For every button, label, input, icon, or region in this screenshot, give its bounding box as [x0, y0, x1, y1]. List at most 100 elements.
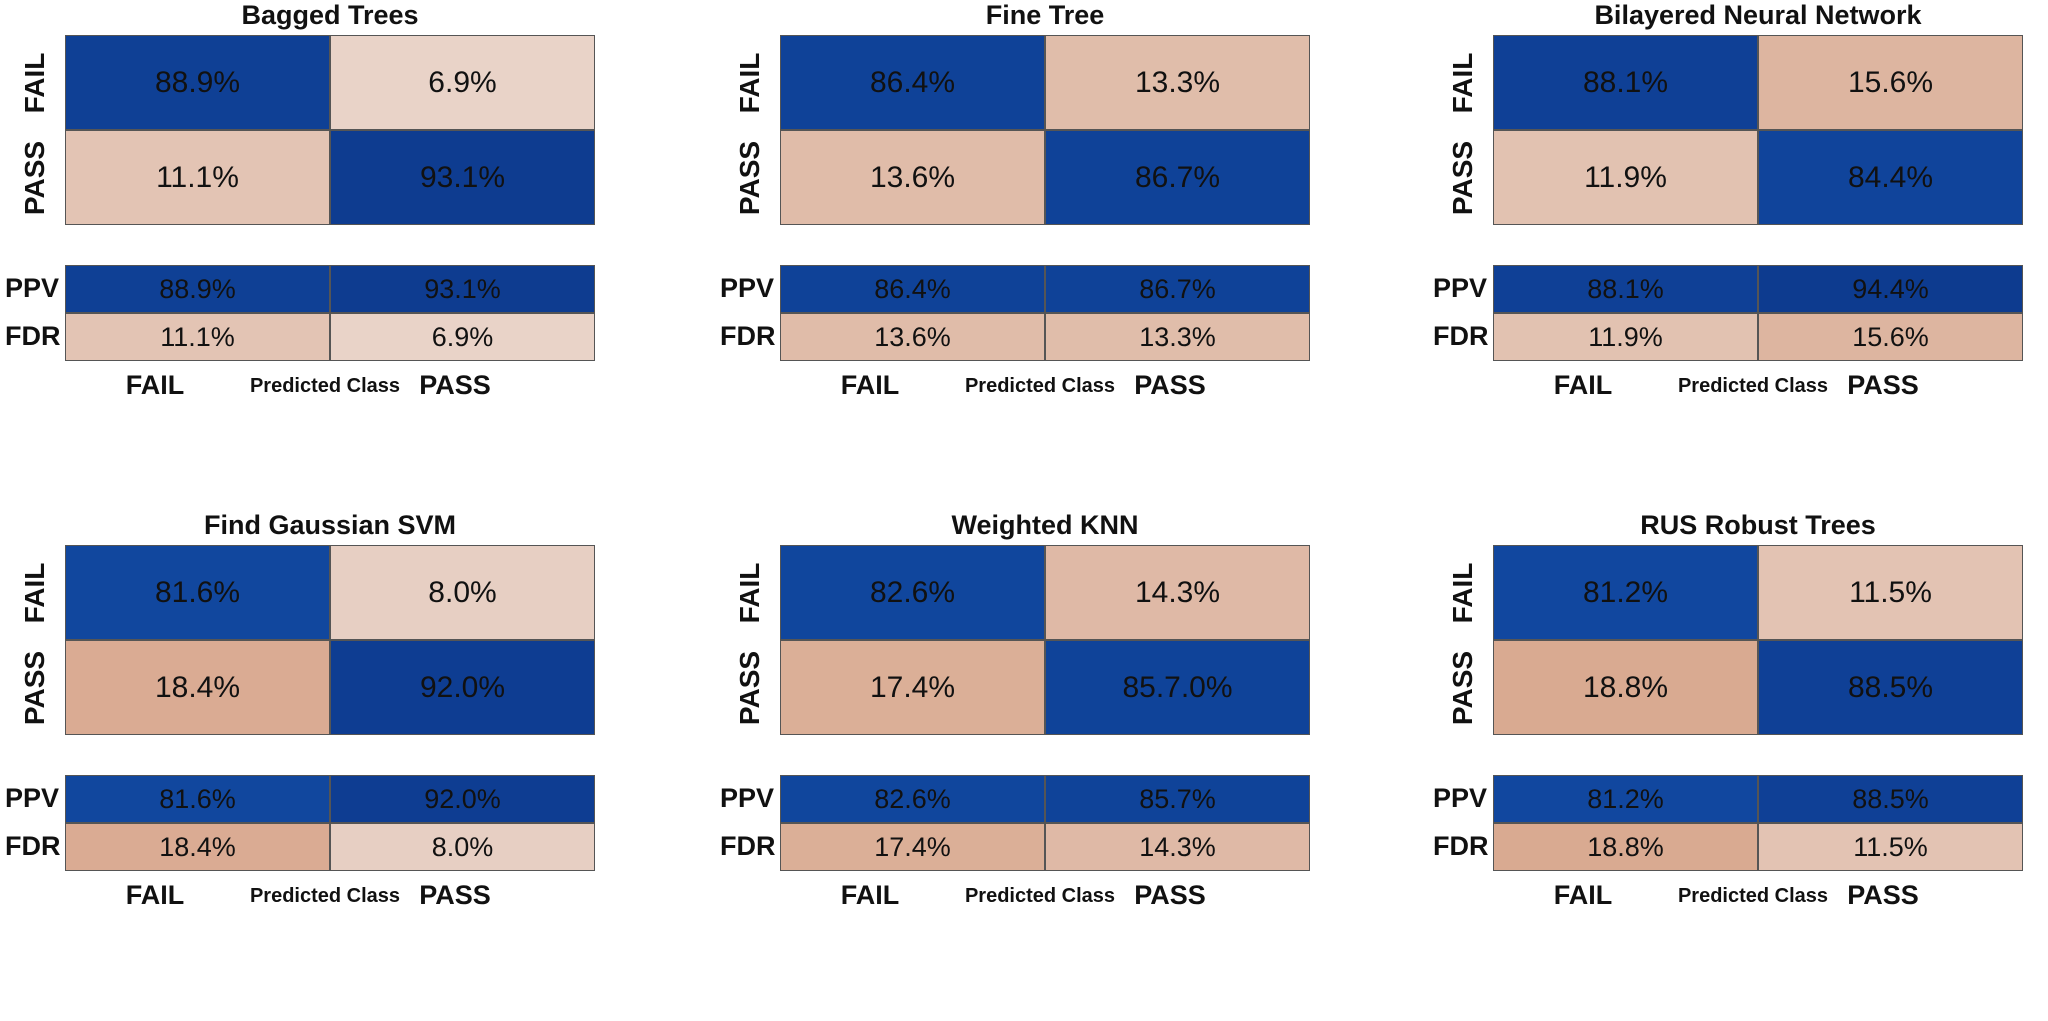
matrix-cell: 81.2% — [1493, 545, 1758, 640]
predicted-class-label: PASS — [419, 370, 491, 400]
true-class-label: FAIL — [734, 562, 765, 623]
predicted-class-label: PASS — [419, 880, 491, 910]
summary-row-label: FDR — [720, 321, 776, 351]
matrix-cell: 13.6% — [780, 130, 1045, 225]
matrix-cell: 11.1% — [65, 130, 330, 225]
summary-cell: 81.2% — [1493, 775, 1758, 823]
summary-cell: 11.5% — [1758, 823, 2023, 871]
summary-row-label: FDR — [5, 831, 61, 861]
matrix-cell: 18.4% — [65, 640, 330, 735]
true-class-label: PASS — [1447, 650, 1478, 725]
summary-row-label: FDR — [720, 831, 776, 861]
summary-cell: 11.1% — [65, 313, 330, 361]
summary-cell: 17.4% — [780, 823, 1045, 871]
summary-cell: 6.9% — [330, 313, 595, 361]
true-class-label: PASS — [19, 140, 50, 215]
true-class-label: PASS — [1447, 140, 1478, 215]
chart-title: Weighted KNN — [951, 510, 1139, 540]
matrix-cell: 84.4% — [1758, 130, 2023, 225]
summary-cell: 85.7% — [1045, 775, 1310, 823]
chart-title: Fine Tree — [985, 0, 1105, 30]
predicted-class-label: FAIL — [840, 880, 900, 910]
matrix-cell: 11.9% — [1493, 130, 1758, 225]
predicted-class-label: FAIL — [125, 370, 185, 400]
predicted-class-label: PASS — [1134, 880, 1206, 910]
summary-cell: 88.1% — [1493, 265, 1758, 313]
summary-row-label: FDR — [5, 321, 61, 351]
summary-cell: 18.8% — [1493, 823, 1758, 871]
predicted-class-label: FAIL — [840, 370, 900, 400]
confusion-panel: Bilayered Neural Network FAIL PASS 88.1% 15.… — [1428, 0, 2048, 510]
predicted-class-label: FAIL — [1553, 370, 1613, 400]
summary-cell: 88.5% — [1758, 775, 2023, 823]
summary-cell: 15.6% — [1758, 313, 2023, 361]
summary-cell: 14.3% — [1045, 823, 1310, 871]
summary-cell: 13.3% — [1045, 313, 1310, 361]
matrix-cell: 11.5% — [1758, 545, 2023, 640]
matrix-cell: 14.3% — [1045, 545, 1310, 640]
summary-cell: 86.4% — [780, 265, 1045, 313]
matrix-cell: 17.4% — [780, 640, 1045, 735]
matrix-cell: 85.7.0% — [1045, 640, 1310, 735]
summary-cell: 18.4% — [65, 823, 330, 871]
chart-title: Find Gaussian SVM — [203, 510, 457, 540]
true-class-label: FAIL — [19, 52, 50, 113]
true-class-label: FAIL — [1447, 52, 1478, 113]
matrix-cell: 88.5% — [1758, 640, 2023, 735]
summary-row-label: PPV — [720, 783, 775, 813]
summary-cell: 86.7% — [1045, 265, 1310, 313]
matrix-cell: 18.8% — [1493, 640, 1758, 735]
confusion-panel: RUS Robust Trees FAIL PASS 81.2% 11.5% 18.8% 8… — [1428, 510, 2048, 1020]
true-class-label: FAIL — [19, 562, 50, 623]
true-class-label: PASS — [734, 140, 765, 215]
matrix-cell: 6.9% — [330, 35, 595, 130]
summary-row-label: PPV — [5, 783, 60, 813]
x-axis-label: Predicted Class — [249, 375, 401, 397]
summary-cell: 93.1% — [330, 265, 595, 313]
x-axis-label: Predicted Class — [964, 375, 1116, 397]
matrix-cell: 13.3% — [1045, 35, 1310, 130]
summary-row-label: PPV — [1433, 783, 1488, 813]
predicted-class-label: PASS — [1847, 880, 1919, 910]
matrix-cell: 15.6% — [1758, 35, 2023, 130]
summary-row-label: PPV — [1433, 273, 1488, 303]
summary-cell: 92.0% — [330, 775, 595, 823]
summary-row-label: FDR — [1433, 321, 1489, 351]
summary-row-label: PPV — [720, 273, 775, 303]
matrix-cell: 81.6% — [65, 545, 330, 640]
confusion-panel: Weighted KNN FAIL PASS 82.6% 14.3% 17.4% 85.7.… — [715, 510, 1335, 1020]
confusion-panel: Find Gaussian SVM FAIL PASS 81.6% 8.0% 18.4% 9… — [0, 510, 620, 1020]
confusion-panel: Fine Tree FAIL PASS 86.4% 13.3% 13.6% 86.7% PPV… — [715, 0, 1335, 510]
x-axis-label: Predicted Class — [964, 885, 1116, 907]
x-axis-label: Predicted Class — [249, 885, 401, 907]
predicted-class-label: FAIL — [125, 880, 185, 910]
matrix-cell: 88.9% — [65, 35, 330, 130]
predicted-class-label: PASS — [1134, 370, 1206, 400]
summary-row-label: PPV — [5, 273, 60, 303]
predicted-class-label: FAIL — [1553, 880, 1613, 910]
matrix-cell: 92.0% — [330, 640, 595, 735]
true-class-label: FAIL — [1447, 562, 1478, 623]
summary-cell: 81.6% — [65, 775, 330, 823]
summary-cell: 11.9% — [1493, 313, 1758, 361]
chart-title: Bagged Trees — [241, 0, 419, 30]
summary-cell: 13.6% — [780, 313, 1045, 361]
chart-title: RUS Robust Trees — [1640, 510, 1876, 540]
predicted-class-label: PASS — [1847, 370, 1919, 400]
summary-cell: 8.0% — [330, 823, 595, 871]
summary-row-label: FDR — [1433, 831, 1489, 861]
x-axis-label: Predicted Class — [1677, 375, 1829, 397]
matrix-cell: 93.1% — [330, 130, 595, 225]
matrix-cell: 88.1% — [1493, 35, 1758, 130]
true-class-label: FAIL — [734, 52, 765, 113]
matrix-cell: 86.4% — [780, 35, 1045, 130]
summary-cell: 82.6% — [780, 775, 1045, 823]
true-class-label: PASS — [734, 650, 765, 725]
confusion-panel: Bagged Trees FAIL PASS 88.9% 6.9% 11.1% 93.1% P… — [0, 0, 620, 510]
x-axis-label: Predicted Class — [1677, 885, 1829, 907]
true-class-label: PASS — [19, 650, 50, 725]
chart-title: Bilayered Neural Network — [1594, 0, 1922, 30]
matrix-cell: 82.6% — [780, 545, 1045, 640]
summary-cell: 94.4% — [1758, 265, 2023, 313]
matrix-cell: 8.0% — [330, 545, 595, 640]
